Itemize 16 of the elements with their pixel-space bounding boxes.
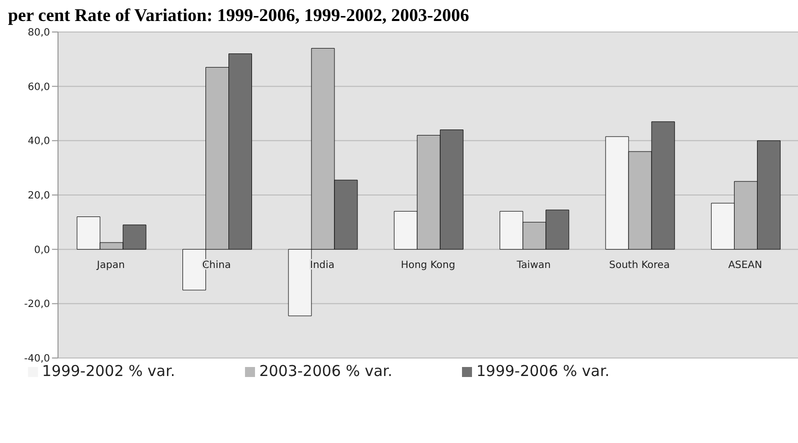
chart-title: per cent Rate of Variation: 1999-2006, 1999-2002, 2003-2006	[8, 5, 470, 25]
x-tick-label: ASEAN	[728, 260, 762, 271]
y-tick-label: -20,0	[24, 299, 50, 310]
y-tick-label: 60,0	[28, 82, 50, 93]
legend-label: 1999-2006 % var.	[476, 362, 610, 380]
x-tick-label: Japan	[96, 260, 125, 271]
y-tick-label: -40,0	[24, 354, 50, 365]
y-tick-label: 40,0	[28, 136, 50, 148]
y-tick-label: 80,0	[28, 28, 50, 39]
legend-label: 1999-2002 % var.	[42, 362, 176, 380]
x-tick-label: South Korea	[609, 260, 670, 271]
y-tick-label: 20,0	[28, 190, 50, 202]
legend-label: 2003-2006 % var.	[259, 362, 392, 380]
x-tick-label: Hong Kong	[400, 260, 456, 271]
x-tick-label: Taiwan	[516, 260, 551, 271]
y-tick-label: 0,0	[34, 244, 50, 256]
